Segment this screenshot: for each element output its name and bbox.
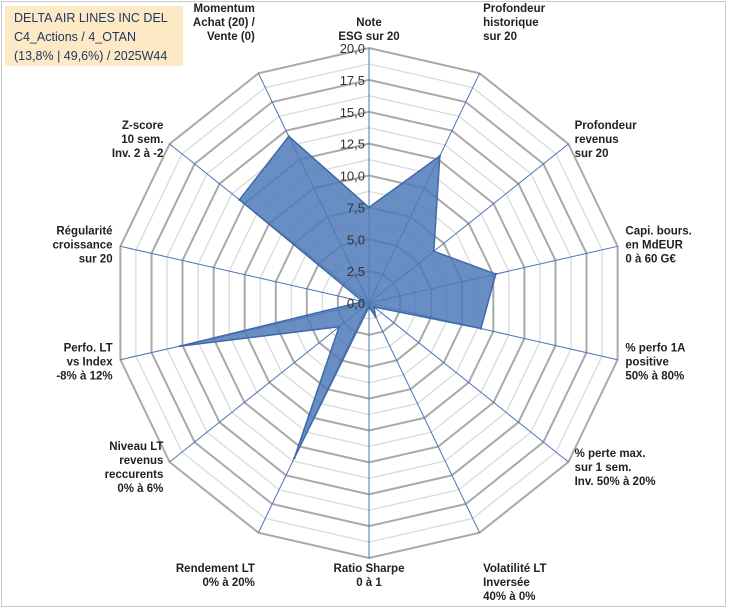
tick-label: 17,5 — [340, 73, 365, 88]
spoke — [368, 302, 481, 533]
data-point — [479, 327, 483, 330]
data-point — [374, 315, 377, 318]
category-label-line: 50% à 80% — [625, 371, 684, 383]
category-label-line: historique — [483, 17, 539, 29]
category-label-line: -8% à 12% — [56, 371, 112, 383]
tick-label: 0,0 — [347, 296, 365, 311]
category-label-line: Momentum — [194, 3, 255, 15]
category-label: Z-score 10 sem. Inv. 2 à -2 — [112, 120, 164, 160]
category-label-line: Profondeur — [483, 3, 545, 15]
title-period: (13,8% | 49,6%) / 2025W44 — [14, 49, 168, 63]
category-label: Ratio Sharpe 0 à 1 — [334, 563, 405, 589]
data-point — [367, 206, 371, 209]
tick-label: 2,5 — [347, 264, 365, 279]
category-label-line: Volatilité LT — [483, 563, 546, 575]
category-label-line: Inv. 2 à -2 — [112, 148, 164, 160]
category-label-line: % perte max. — [575, 448, 646, 460]
category-label-line: 0% à 6% — [117, 483, 163, 495]
category-label-line: revenus — [119, 455, 163, 467]
category-label-line: 10 sem. — [121, 134, 163, 146]
category-label-line: Inv. 50% à 20% — [575, 476, 656, 488]
category-label: Capi. bours. en MdEUR 0 à 60 G€ — [625, 226, 691, 266]
category-label: Profondeur historique sur 20 — [483, 3, 545, 43]
category-label: Volatilité LT Inversée 40% à 0% — [483, 563, 546, 603]
category-label-line: Vente (0) — [207, 31, 255, 43]
tick-label: 12,5 — [340, 137, 365, 152]
category-label: Momentum Achat (20) / Vente (0) — [193, 3, 256, 43]
title-category: C4_Actions / 4_OTAN — [14, 30, 137, 44]
category-label: Régularité croissance sur 20 — [52, 226, 112, 266]
tick-label: 7,5 — [347, 200, 365, 215]
category-label-line: 0 à 60 G€ — [625, 254, 676, 266]
category-label-line: Z-score — [122, 120, 164, 132]
category-label-line: croissance — [52, 240, 112, 252]
category-label-line: ESG sur 20 — [338, 31, 399, 43]
data-point — [361, 300, 364, 303]
spoke — [169, 302, 370, 463]
category-label: Niveau LT revenus reccurents 0% à 6% — [105, 441, 164, 495]
category-label-line: 40% à 0% — [483, 591, 535, 603]
data-point — [367, 305, 371, 308]
data-point — [178, 344, 182, 348]
category-label: Profondeur revenus sur 20 — [575, 120, 637, 160]
category-label-line: Capi. bours. — [625, 226, 691, 238]
category-label-line: Niveau LT — [109, 441, 163, 453]
category-label: % perfo 1A positive 50% à 80% — [625, 343, 685, 383]
category-label-line: Achat (20) / — [193, 17, 256, 29]
category-label-line: Inversée — [483, 577, 530, 589]
category-label-line: Profondeur — [575, 120, 637, 132]
category-label-line: Perfo. LT — [64, 343, 113, 355]
spoke — [368, 302, 569, 463]
category-label-line: sur 20 — [575, 148, 609, 160]
data-point — [337, 325, 341, 328]
tick-label: 20,0 — [340, 41, 365, 56]
category-label-line: Note — [356, 17, 382, 29]
category-label-line: 0% à 20% — [202, 577, 254, 589]
category-label-line: % perfo 1A — [625, 343, 685, 355]
category-label-line: sur 20 — [79, 254, 113, 266]
category-label-line: Ratio Sharpe — [334, 563, 405, 575]
category-label-line: Rendement LT — [176, 563, 255, 575]
spoke — [120, 245, 370, 304]
data-point — [372, 305, 376, 309]
category-label-line: reccurents — [105, 469, 164, 481]
title-company: DELTA AIR LINES INC DEL — [14, 11, 168, 25]
category-label-line: positive — [625, 357, 668, 369]
category-label-line: vs Index — [67, 357, 114, 369]
data-point — [238, 198, 241, 201]
data-point — [287, 135, 290, 138]
data-point — [494, 272, 497, 276]
category-label: Perfo. LT vs Index -8% à 12% — [56, 343, 113, 383]
category-label-line: sur 1 sem. — [575, 462, 632, 474]
tick-label: 15,0 — [340, 105, 365, 120]
category-label-line: sur 20 — [483, 31, 517, 43]
category-label: Rendement LT 0% à 20% — [176, 563, 255, 589]
category-label-line: 0 à 1 — [356, 577, 382, 589]
data-point — [438, 154, 441, 158]
category-label: % perte max. sur 1 sem. Inv. 50% à 20% — [575, 448, 656, 488]
title-box: DELTA AIR LINES INC DEL C4_Actions / 4_O… — [5, 6, 183, 66]
category-label-line: Régularité — [56, 226, 112, 238]
data-point — [293, 456, 296, 460]
data-point — [432, 250, 435, 253]
category-label-line: revenus — [575, 134, 619, 146]
category-label: Note ESG sur 20 — [338, 17, 399, 43]
tick-label: 5,0 — [347, 232, 365, 247]
category-label-line: en MdEUR — [625, 240, 683, 252]
tick-label: 10,0 — [340, 169, 365, 184]
